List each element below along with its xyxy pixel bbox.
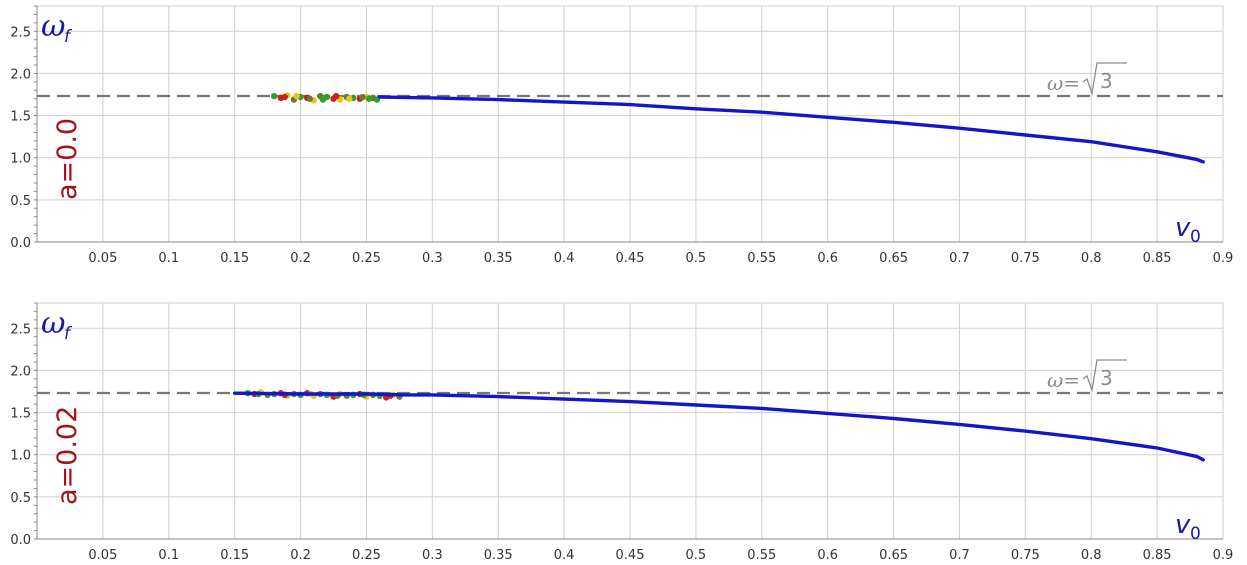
scatter-point — [365, 95, 373, 102]
x-tick-label: 0.45 — [616, 251, 645, 266]
x-tick-label: 0.3 — [422, 548, 443, 563]
scatter-point — [293, 92, 300, 100]
x-axis-label-subscript: 0 — [1190, 524, 1201, 544]
y-tick-label: 0.5 — [10, 491, 31, 506]
x-tick-label: 0.6 — [817, 251, 838, 266]
scatter-point — [271, 92, 278, 100]
x-tick-label: 0.2 — [290, 548, 311, 563]
x-tick-label: 0.25 — [352, 251, 381, 266]
y-tick-label: 1.5 — [10, 407, 31, 422]
x-tick-label: 0.7 — [949, 548, 970, 563]
y-tick-label: 2.0 — [10, 364, 31, 379]
y-tick-label: 2.5 — [10, 322, 31, 337]
series-line — [377, 95, 1205, 164]
y-tick-label: 2.0 — [10, 67, 31, 82]
series-line — [233, 391, 1205, 462]
x-tick-label: 0.2 — [290, 251, 311, 266]
x-tick-label: 0.9 — [1213, 548, 1234, 563]
x-tick-label: 0.65 — [879, 251, 908, 266]
reference-label-radicand: 3 — [1100, 69, 1113, 93]
scatter-point — [281, 93, 288, 101]
x-tick-label: 0.3 — [422, 251, 443, 266]
x-tick-label: 0.15 — [220, 548, 249, 563]
x-tick-label: 0.5 — [686, 548, 707, 563]
x-tick-label: 0.5 — [686, 251, 707, 266]
sqrt-symbol — [1082, 62, 1127, 96]
x-tick-label: 0.65 — [879, 548, 908, 563]
parameter-label: a=0.0 — [52, 118, 83, 200]
reference-label-prefix: ω= — [1047, 71, 1080, 95]
parameter-label: a=0.02 — [52, 406, 83, 505]
x-tick-label: 0.45 — [616, 548, 645, 563]
x-tick-label: 0.05 — [88, 548, 117, 563]
reference-label-prefix: ω= — [1047, 368, 1080, 392]
y-tick-label: 1.5 — [10, 110, 31, 125]
chart-panel-bottom: 0.05 0.1 0.15 0.2 0.25 0.3 0.35 0.4 0.45 0.5 0.55 0… — [10, 302, 1234, 563]
x-tick-label: 0.55 — [747, 548, 776, 563]
y-tick-label: 1.0 — [10, 152, 31, 167]
y-axis-label-subscript: f — [64, 324, 73, 344]
x-tick-label: 0.15 — [220, 251, 249, 266]
x-tick-label: 0.4 — [554, 548, 575, 563]
scatter-point — [346, 95, 353, 102]
reference-label-radicand: 3 — [1100, 366, 1113, 390]
y-tick-label: 0.0 — [10, 533, 31, 548]
x-tick-label: 0.85 — [1143, 251, 1172, 266]
x-tick-label: 0.1 — [158, 548, 179, 563]
x-axis-label: v — [1175, 510, 1191, 540]
x-tick-label: 0.1 — [158, 251, 179, 266]
scatter-point — [332, 92, 340, 100]
x-axis-label: v — [1175, 213, 1191, 243]
x-tick-label: 0.25 — [352, 548, 381, 563]
scatter-point — [306, 95, 313, 102]
y-axis-label-subscript: f — [64, 27, 73, 47]
x-tick-label: 0.75 — [1011, 251, 1040, 266]
x-tick-label: 0.4 — [554, 251, 575, 266]
x-tick-label: 0.8 — [1081, 548, 1102, 563]
chart-panel-top: 0.05 0.1 0.15 0.2 0.25 0.3 0.35 0.4 0.45 0.5 0.55 0… — [10, 5, 1234, 266]
x-tick-label: 0.9 — [1213, 251, 1234, 266]
y-axis-label: ω — [41, 9, 65, 44]
x-tick-label: 0.35 — [484, 548, 513, 563]
y-tick-label: 2.5 — [10, 25, 31, 40]
sqrt-symbol — [1082, 359, 1127, 393]
x-tick-label: 0.85 — [1143, 548, 1172, 563]
x-tick-label: 0.05 — [88, 251, 117, 266]
y-tick-label: 0.5 — [10, 194, 31, 209]
y-axis-label: ω — [41, 306, 65, 341]
y-tick-label: 0.0 — [10, 236, 31, 251]
x-tick-label: 0.75 — [1011, 548, 1040, 563]
x-axis-label-subscript: 0 — [1190, 227, 1201, 247]
x-tick-label: 0.8 — [1081, 251, 1102, 266]
x-tick-label: 0.7 — [949, 251, 970, 266]
x-tick-label: 0.55 — [747, 251, 776, 266]
y-tick-label: 1.0 — [10, 449, 31, 464]
x-tick-label: 0.6 — [817, 548, 838, 563]
scatter-point — [359, 93, 366, 101]
scatter-point — [319, 96, 327, 103]
x-tick-label: 0.35 — [484, 251, 513, 266]
